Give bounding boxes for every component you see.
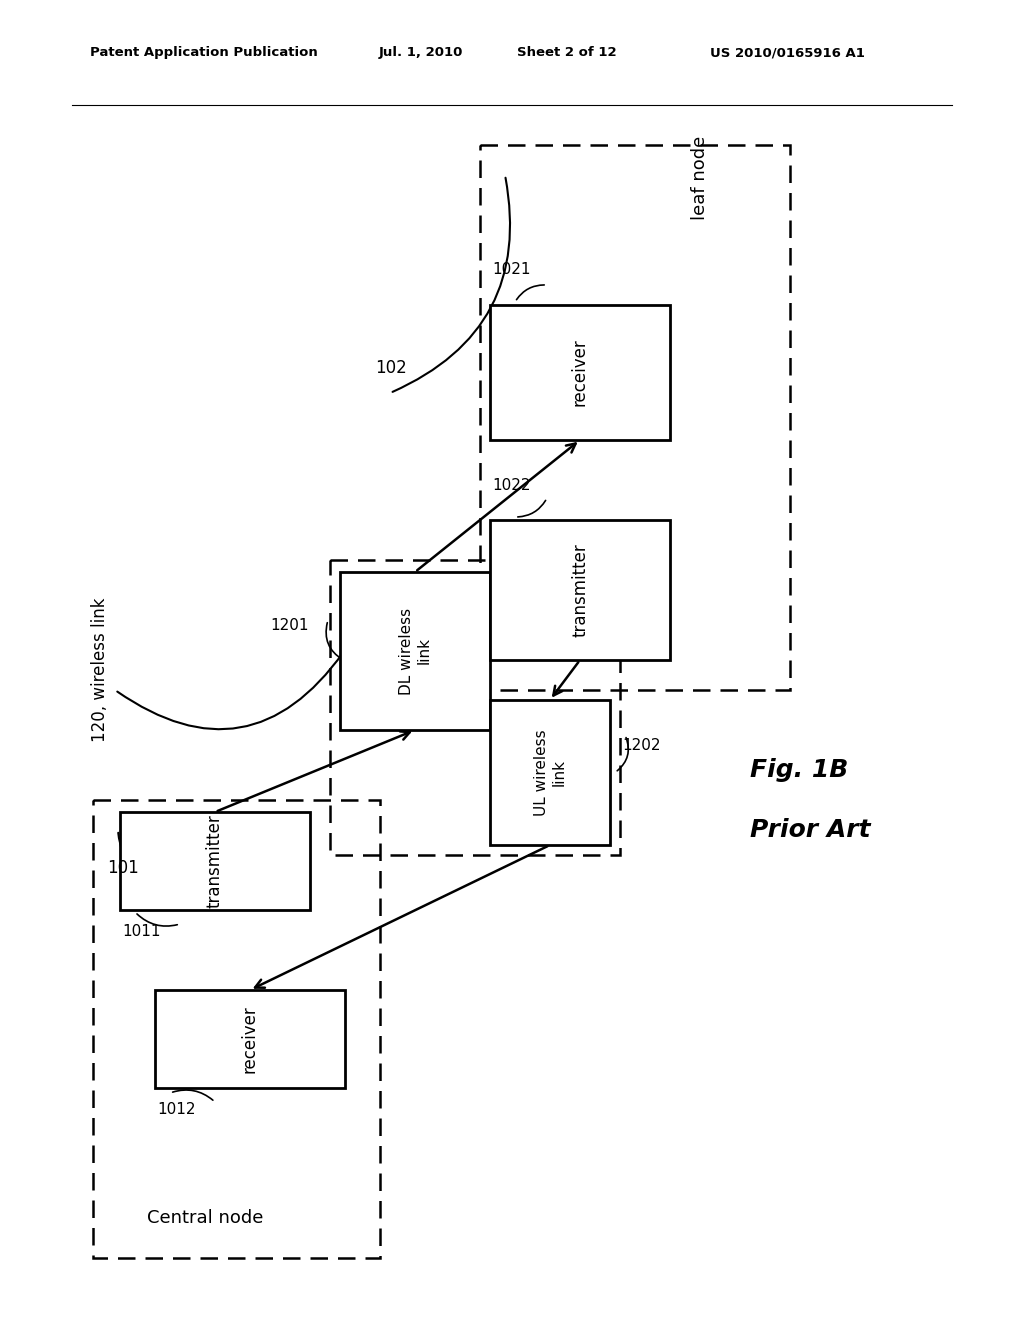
Text: 1022: 1022 [492, 479, 530, 494]
Text: DL wireless
link: DL wireless link [398, 607, 431, 694]
Text: Central node: Central node [146, 1209, 263, 1228]
Text: 1202: 1202 [622, 738, 660, 752]
Text: 1011: 1011 [122, 924, 161, 940]
Text: US 2010/0165916 A1: US 2010/0165916 A1 [710, 46, 864, 59]
Text: 1201: 1201 [270, 618, 308, 632]
Polygon shape [155, 990, 345, 1088]
Text: transmitter: transmitter [571, 543, 589, 636]
Polygon shape [490, 700, 610, 845]
Text: UL wireless
link: UL wireless link [534, 729, 566, 816]
Text: Sheet 2 of 12: Sheet 2 of 12 [517, 46, 616, 59]
Polygon shape [340, 572, 490, 730]
Text: 1021: 1021 [492, 263, 530, 277]
Text: leaf node: leaf node [691, 136, 709, 220]
Text: Fig. 1B: Fig. 1B [750, 758, 848, 781]
Text: transmitter: transmitter [206, 814, 224, 908]
Polygon shape [490, 520, 670, 660]
Text: 101: 101 [106, 859, 138, 876]
Polygon shape [490, 305, 670, 440]
Text: 120, wireless link: 120, wireless link [91, 598, 109, 742]
Polygon shape [120, 812, 310, 909]
Text: Jul. 1, 2010: Jul. 1, 2010 [379, 46, 463, 59]
Text: 102: 102 [375, 359, 407, 378]
Text: Patent Application Publication: Patent Application Publication [90, 46, 317, 59]
Text: 1012: 1012 [157, 1102, 196, 1118]
Text: Prior Art: Prior Art [750, 818, 870, 842]
Text: receiver: receiver [241, 1005, 259, 1073]
Text: receiver: receiver [571, 339, 589, 407]
